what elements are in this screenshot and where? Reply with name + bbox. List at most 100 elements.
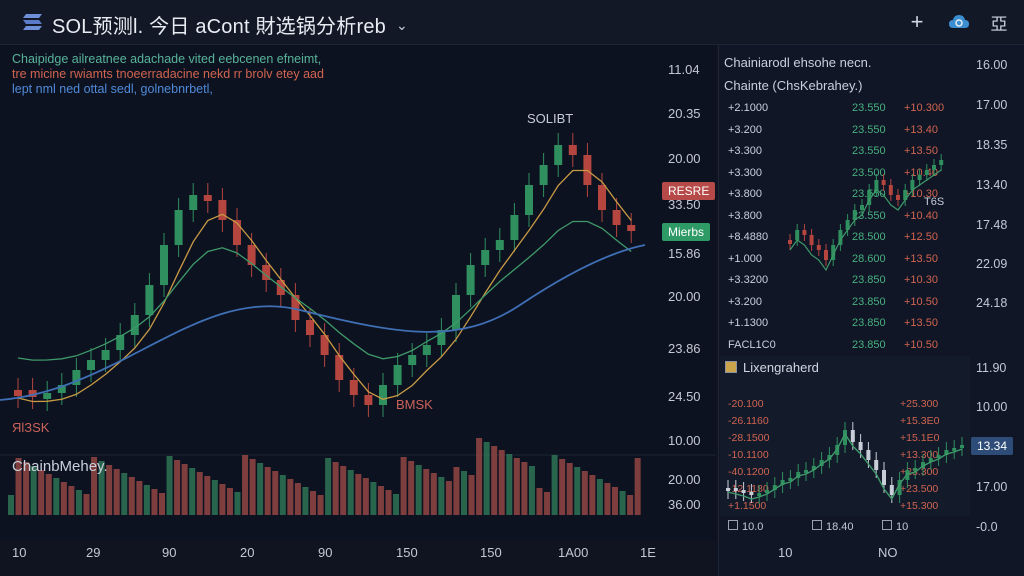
sub-candle-body [928, 458, 933, 462]
add-button[interactable]: + [902, 8, 932, 36]
side-mini-chart [788, 154, 944, 272]
candle-body [437, 330, 446, 345]
sub-candle-body [897, 480, 902, 495]
solana-logo-icon [23, 14, 42, 30]
right-axis-tick: 22.09 [976, 257, 1008, 271]
right-axis-tick: 11.90 [976, 361, 1007, 375]
sub-candle-body [944, 450, 949, 455]
volume-bar [30, 466, 37, 515]
right-x-axis-tick: 10 [778, 545, 793, 560]
volume-bar [544, 492, 551, 515]
candle-body [422, 345, 431, 355]
candle-body [14, 390, 22, 396]
candle-body [145, 285, 154, 315]
mini-candle-body [903, 190, 908, 200]
page-title-text: SOL预测l. 今日 aCont 財选锅分析reb [52, 16, 386, 38]
volume-bar [287, 479, 294, 515]
volume-bar [612, 487, 618, 515]
volume-bar [60, 482, 67, 515]
volume-bar [566, 463, 573, 515]
candle-body [43, 393, 52, 399]
volume-bar [68, 486, 75, 515]
volume-bar [257, 463, 264, 515]
mini-chart-tag: T6S [924, 196, 945, 208]
mini-candle-body [816, 245, 821, 250]
volume-bar [559, 459, 566, 515]
price-chart[interactable] [0, 45, 716, 540]
sub-footer-item[interactable]: 10 [882, 520, 908, 533]
volume-bar [174, 460, 181, 515]
sub-table-col-2: +25.300 +15.3E0 +15.1E0 +13.300 +23.300 +23.5… [900, 396, 939, 515]
sub-line-chart [726, 422, 964, 504]
table-cell: +13.50 [904, 252, 938, 265]
table-cell: 23.850 [852, 274, 886, 286]
table-cell: +1.000 [728, 252, 762, 265]
legend-box-icon [728, 520, 738, 530]
left-label: ЯlЗSK [12, 420, 50, 435]
volume-bar [393, 494, 400, 515]
candle-body [525, 185, 533, 215]
table-cell: +8.4880 [728, 231, 769, 243]
table-cell: +3.300 [728, 166, 762, 179]
candle-body [174, 210, 183, 245]
volume-bar [302, 487, 309, 515]
x-axis-tick: 90 [318, 545, 333, 560]
x-axis-tick: 29 [86, 545, 101, 560]
volume-bar [627, 495, 634, 515]
chart-legend: Chaipidge ailreatnee adachade vited eebc… [12, 52, 412, 97]
volume-bar [340, 466, 347, 515]
sub-footer-item[interactable]: 18.40 [812, 520, 854, 533]
volume-bar [143, 485, 150, 515]
volume-bar [272, 471, 279, 515]
table-cell: +1.1500 [728, 500, 767, 512]
x-axis-tick: 1E [640, 545, 656, 560]
mini-candle-body [860, 205, 864, 210]
chevron-down-icon[interactable]: ⌄ [395, 17, 408, 33]
sub-candle-body [889, 485, 894, 495]
volume-bar [430, 473, 437, 515]
y-axis-tick: 15.86 [668, 246, 701, 261]
table-cell: -20.100 [728, 398, 764, 410]
volume-bar [128, 477, 135, 515]
mini-candle-body [924, 170, 929, 175]
volume-bar [98, 461, 105, 515]
sub-candle-body [757, 493, 762, 496]
table-cell: +3.800 [728, 209, 762, 222]
table-cell: +10.40 [904, 209, 938, 222]
mini-candle-body [896, 195, 900, 200]
table-cell: +3.300 [728, 145, 762, 157]
volume-bar [219, 484, 226, 515]
main-chart-panel[interactable] [0, 45, 716, 540]
volume-bar [370, 482, 377, 515]
sub-panel-header[interactable]: Lixengraherd [725, 360, 819, 375]
table-cell: +25.300 [900, 398, 939, 410]
sub-candle-body [733, 488, 738, 491]
volume-bar [211, 480, 218, 515]
volume-bar [521, 462, 528, 515]
table-cell: +13.50 [904, 317, 938, 329]
mini-candle-body [788, 240, 792, 244]
right-axis-tick: 18.35 [976, 138, 1008, 152]
table-cell: +3.200 [728, 123, 762, 136]
legend-line-3: lept nml ned ottal sedl, golnebnrbetl, [12, 82, 213, 96]
sub-footer-item[interactable]: 10.0 [728, 520, 763, 533]
candle-body [320, 335, 329, 355]
volume-bar [498, 450, 505, 515]
checkbox-icon[interactable] [725, 361, 737, 373]
table-cell: 28.500 [852, 231, 886, 243]
candle-body [247, 245, 256, 265]
candle-body [116, 335, 125, 350]
candle-body [160, 245, 168, 285]
sub-footer-label: 10.0 [742, 521, 764, 533]
volume-bar [204, 476, 211, 515]
page-title[interactable]: SOL预测l. 今日 aCont 財选锅分析reb ⌄ [52, 10, 408, 39]
volume-bar [159, 493, 165, 515]
table-cell: 23.850 [852, 317, 886, 329]
candle-body [291, 295, 300, 320]
sub-candle-body [921, 462, 925, 468]
candle-body [364, 395, 373, 405]
cloud-sync-button[interactable] [944, 8, 974, 36]
volume-bar [362, 478, 369, 515]
sub-candle-body [765, 490, 769, 493]
layout-button[interactable]: 亞 [984, 8, 1014, 36]
